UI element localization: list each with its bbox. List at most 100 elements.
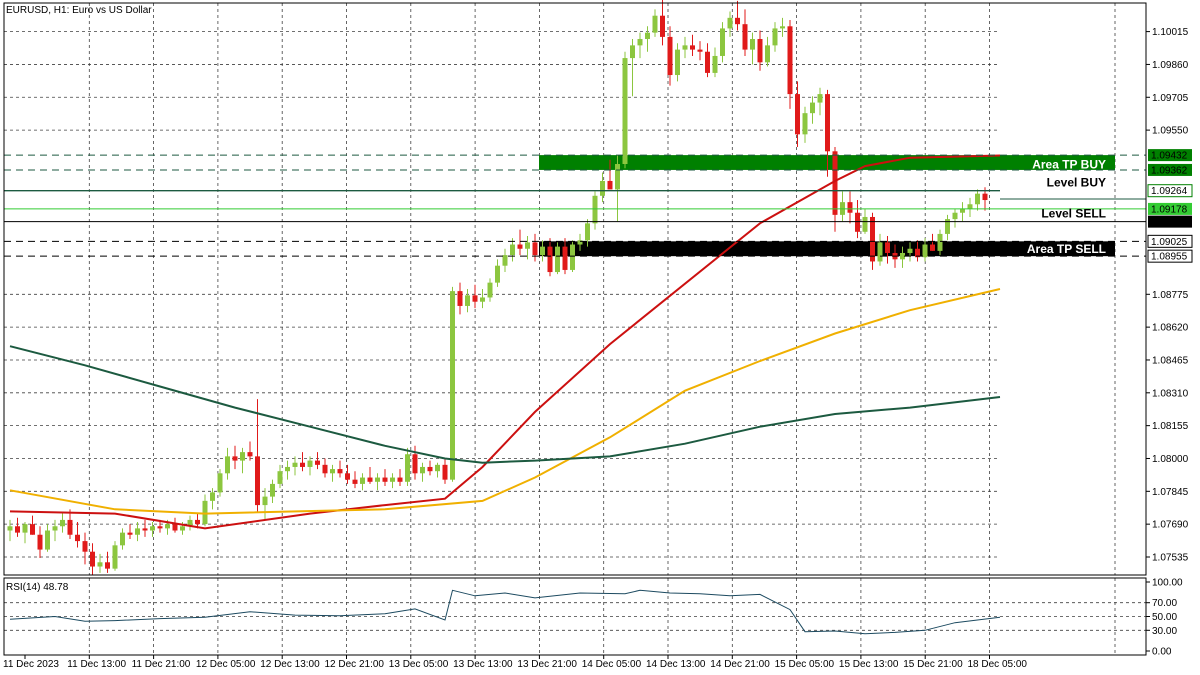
time-tick-label: 14 Dec 05:00 [582, 659, 642, 670]
time-tick-label: 11 Dec 13:00 [67, 659, 126, 670]
candle-body [712, 55, 718, 73]
candle-body [465, 295, 470, 306]
level-label: Level SELL [1041, 207, 1106, 221]
candle-body [510, 244, 515, 256]
price-label-box [1147, 234, 1193, 248]
candle-body [172, 524, 178, 531]
candle-body [825, 94, 830, 152]
candle-body [802, 113, 808, 135]
price-label: 1.09264 [1151, 186, 1188, 197]
candle-body [735, 17, 740, 25]
price-tick-label: 1.08620 [1152, 323, 1189, 334]
candle-body [472, 295, 478, 302]
candle-body [592, 195, 598, 224]
candle-body [435, 464, 440, 472]
price-label: 1.08955 [1151, 252, 1188, 263]
price-tick-label: 1.10015 [1152, 27, 1189, 38]
price-tick-label: 1.08775 [1152, 290, 1189, 301]
candle-body [525, 242, 530, 249]
time-tick-label: 12 Dec 05:00 [196, 659, 256, 670]
candle-body [255, 456, 260, 506]
candle-body [615, 164, 620, 190]
candle-body [22, 524, 28, 533]
candle-body [667, 36, 673, 76]
candle-body [157, 526, 163, 529]
candle-body [750, 39, 755, 50]
candle-body [817, 94, 823, 103]
candle-body [37, 534, 43, 550]
candle-body [420, 466, 425, 474]
candle-body [270, 483, 275, 497]
price-label: 1.09118 [1151, 217, 1187, 228]
candle-body [195, 519, 200, 525]
candle-body [277, 471, 283, 484]
candle-body [607, 180, 613, 190]
candle-body [585, 223, 590, 241]
rsi-tick-label: 70.00 [1152, 598, 1177, 609]
rsi-tick-label: 0.00 [1152, 647, 1172, 658]
candle-body [405, 454, 410, 482]
moving-average-line [9, 288, 1001, 515]
candle-body [390, 477, 395, 482]
rsi-tick-label: 30.00 [1152, 626, 1177, 637]
rsi-tick-label: 50.00 [1152, 612, 1177, 623]
candle-body [682, 45, 688, 50]
candle-body [337, 469, 343, 474]
candle-body [427, 466, 433, 472]
candle-body [495, 265, 500, 283]
price-tick-label: 1.08000 [1152, 454, 1189, 465]
candle-body [600, 180, 605, 196]
candle-body [180, 526, 185, 531]
time-tick-label: 12 Dec 13:00 [260, 659, 320, 670]
price-tick-label: 1.07845 [1152, 487, 1189, 498]
moving-average-line [9, 345, 1001, 464]
candle-body [562, 246, 568, 270]
candle-body [135, 528, 140, 535]
candle-body [832, 151, 838, 215]
candle-body [690, 45, 695, 50]
price-label: 1.09025 [1151, 237, 1188, 248]
level-label: Area TP BUY [1032, 158, 1106, 172]
candle-body [450, 291, 455, 480]
candle-body [232, 456, 238, 461]
candle-body [285, 466, 290, 472]
candle-body [570, 244, 575, 270]
candle-body [862, 216, 868, 232]
candle-body [967, 204, 973, 209]
rsi-tick-label: 100.00 [1152, 578, 1183, 589]
candle-body [90, 551, 95, 567]
candle-body [772, 28, 778, 46]
candle-body [765, 45, 770, 63]
price-tick-label: 1.07690 [1152, 520, 1189, 531]
candle-body [622, 58, 628, 165]
candle-body [870, 216, 875, 262]
candle-body [225, 456, 230, 474]
level-label: Level BUY [1047, 176, 1106, 190]
candle-body [75, 534, 80, 542]
candle-body [907, 248, 913, 253]
candles [7, 0, 988, 575]
candle-body [127, 532, 133, 535]
candle-body [307, 460, 313, 467]
price-tick-label: 1.09860 [1152, 60, 1189, 71]
price-label: 1.09362 [1151, 165, 1188, 176]
candle-body [457, 291, 463, 306]
candle-body [105, 562, 110, 569]
candle-body [487, 282, 493, 298]
candle-body [217, 473, 223, 493]
main-frame [3, 2, 1147, 576]
candle-body [960, 208, 965, 213]
candle-body [412, 454, 418, 474]
candle-body [67, 519, 73, 535]
level-zone [539, 241, 1115, 257]
price-label-box [1148, 215, 1192, 228]
candle-body [322, 464, 328, 474]
time-tick-label: 12 Dec 21:00 [325, 659, 385, 670]
chart-title: EURUSD, H1: Euro vs US Dollar [6, 5, 152, 16]
candle-body [240, 452, 245, 461]
price-label-box [1148, 149, 1192, 162]
price-labels: 1.09432 1.09362 1.09264 1.09178 1.09118 1.090… [1147, 149, 1193, 263]
time-tick-label: 15 Dec 13:00 [839, 659, 899, 670]
